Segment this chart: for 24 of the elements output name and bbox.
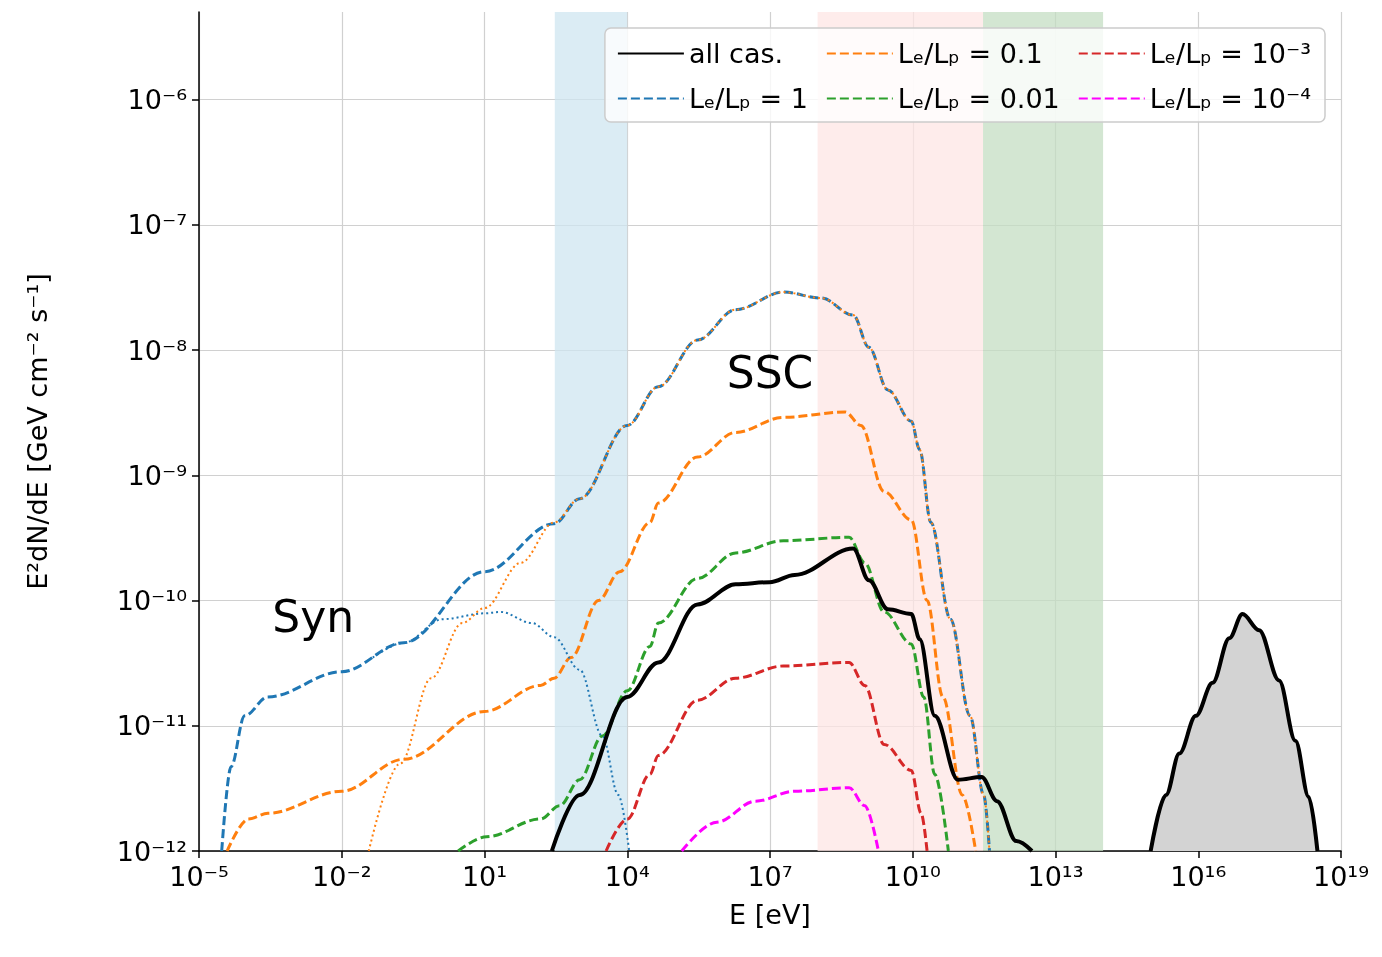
x-tick-label: 10¹⁰	[884, 861, 941, 892]
legend-label: Lₑ/Lₚ = 10⁻⁴	[1149, 83, 1312, 114]
y-tick-label: 10⁻⁷	[127, 209, 187, 241]
x-axis-title: E [eV]	[729, 899, 811, 930]
annotation: SSC	[726, 347, 814, 399]
x-tick-label: 10⁻²	[312, 861, 372, 892]
legend-label: Lₑ/Lₚ = 0.1	[897, 38, 1043, 69]
legend-label: all cas.	[688, 38, 784, 69]
y-tick-label: 10⁻⁸	[127, 334, 187, 366]
legend-label: Lₑ/Lₚ = 0.01	[897, 83, 1060, 114]
legend-label: Lₑ/Lₚ = 1	[688, 83, 808, 114]
x-tick-label: 10⁴	[604, 861, 650, 892]
y-tick-label: 10⁻⁹	[127, 459, 187, 491]
x-tick-label: 10¹	[461, 861, 508, 892]
x-tick-label: 10¹⁶	[1170, 861, 1227, 892]
y-axis-title: E²dN/dE [GeV cm⁻² s⁻¹]	[22, 273, 53, 590]
x-tick-label: 10⁷	[747, 861, 793, 892]
annotation: Syn	[272, 590, 355, 642]
x-tick-label: 10¹³	[1027, 861, 1084, 892]
legend-label: Lₑ/Lₚ = 10⁻³	[1149, 38, 1312, 69]
x-tick-label: 10¹⁹	[1312, 861, 1370, 892]
y-tick-label: 10⁻¹⁰	[116, 585, 187, 617]
y-tick-label: 10⁻⁶	[127, 84, 187, 116]
y-tick-label: 10⁻¹¹	[116, 710, 187, 742]
